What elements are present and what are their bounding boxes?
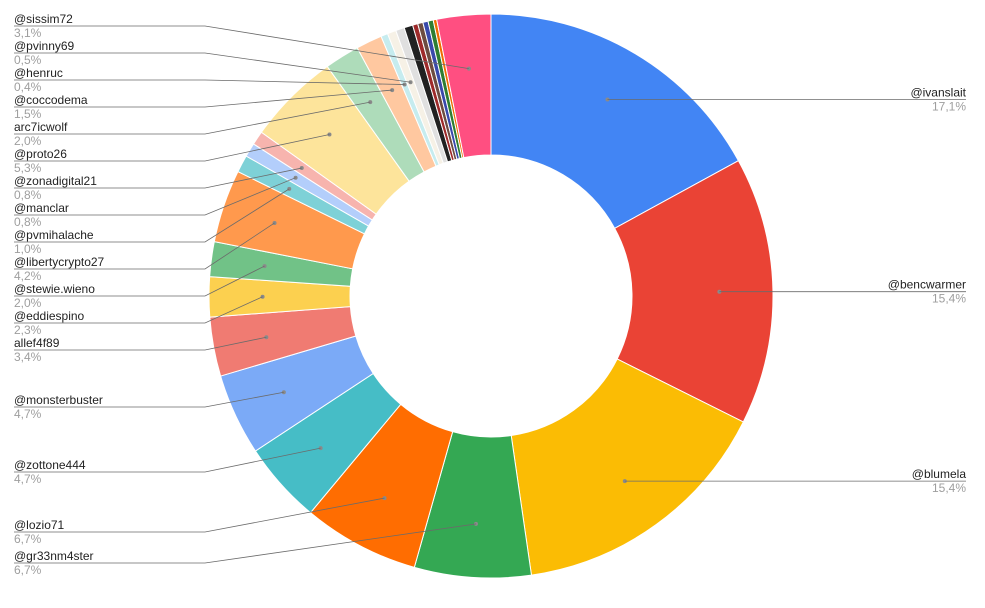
slice-label: @stewie.wieno: [14, 282, 95, 296]
slice-label: @manclar: [14, 201, 69, 215]
slice-value-label: 6,7%: [14, 563, 42, 577]
slice-sissim72: [436, 13, 492, 159]
slice-value-label: 5,3%: [14, 161, 42, 175]
slice-label: @pvmihalache: [14, 228, 94, 242]
slice-value-label: 4,7%: [14, 472, 42, 486]
slice-value-label: 3,1%: [14, 26, 42, 40]
slice-label: allef4f89: [14, 336, 60, 350]
slice-bencwarmer: [614, 159, 774, 423]
slice-value-label: 0,5%: [14, 53, 42, 67]
leader-line: [14, 391, 284, 408]
slice-value-label: 6,7%: [14, 532, 42, 546]
slice-label: @bencwarmer: [888, 278, 966, 292]
slice-label: @blumela: [912, 467, 967, 481]
slice-value-label: 2,0%: [14, 134, 42, 148]
slice-value-label: 2,0%: [14, 296, 42, 310]
leader-line: [14, 101, 371, 135]
slice-value-label: 3,4%: [14, 350, 42, 364]
slice-value-label: 4,7%: [14, 407, 42, 421]
slices: [208, 13, 774, 579]
slice-label: @lozio71: [14, 518, 65, 532]
slice-value-label: 15,4%: [932, 481, 966, 495]
slice-value-label: 0,4%: [14, 80, 42, 94]
slice-label: @sissim72: [14, 12, 73, 26]
leader-line: [14, 52, 411, 83]
leader-line: [14, 523, 477, 564]
slice-label: @ivanslait: [910, 86, 966, 100]
slice-value-label: 2,3%: [14, 323, 42, 337]
slice-labels: @ivanslait17,1%@bencwarmer15,4%@blumela1…: [14, 12, 967, 577]
leader-line: [14, 134, 330, 162]
leader-line: [14, 447, 321, 473]
slice-label: @zonadigital21: [14, 174, 97, 188]
slice-ivanslait: [490, 13, 740, 229]
leader-line: [14, 25, 469, 70]
leader-line: [14, 89, 393, 108]
leader-line: [14, 336, 267, 351]
slice-blumela: [510, 358, 744, 576]
leader-line: [14, 497, 385, 533]
slice-label: @proto26: [14, 147, 67, 161]
slice-value-label: 4,2%: [14, 269, 42, 283]
leader-line: [14, 177, 296, 216]
slice-value-label: 15,4%: [932, 292, 966, 306]
slice-value-label: 1,5%: [14, 107, 42, 121]
leader-line: [14, 296, 263, 324]
slice-value-label: 0,8%: [14, 215, 42, 229]
slice-value-label: 1,0%: [14, 242, 42, 256]
leader-line: [14, 222, 275, 270]
leader-line: [14, 167, 302, 189]
leader-line: [14, 188, 290, 243]
slice-label: @zottone444: [14, 458, 86, 472]
slice-label: @pvinny69: [14, 39, 75, 53]
slice-label: @gr33nm4ster: [14, 549, 94, 563]
slice-label: @monsterbuster: [14, 393, 103, 407]
leader-line: [14, 79, 405, 85]
leader-lines: [14, 25, 966, 564]
slice-label: @libertycrypto27: [14, 255, 105, 269]
slice-value-label: 17,1%: [932, 100, 966, 114]
leader-line: [14, 265, 265, 297]
slice-label: @henruc: [14, 66, 63, 80]
slice-label: @eddiespino: [14, 309, 85, 323]
slice-value-label: 0,8%: [14, 188, 42, 202]
slice-label: arc7icwolf: [14, 120, 68, 134]
slice-label: @coccodema: [14, 93, 88, 107]
